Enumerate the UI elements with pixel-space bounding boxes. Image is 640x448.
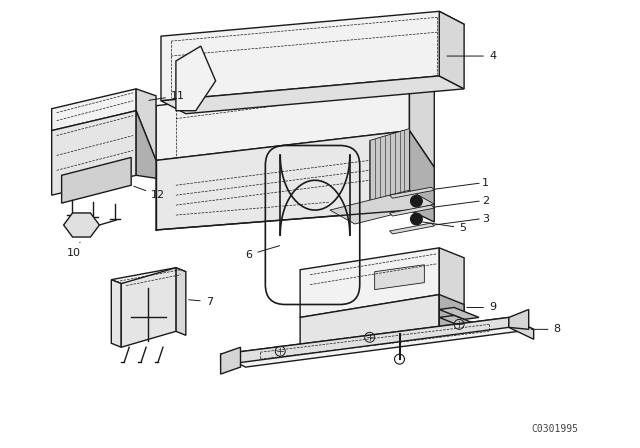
- Text: 4: 4: [447, 51, 496, 61]
- Polygon shape: [410, 76, 435, 168]
- Text: 10: 10: [67, 242, 81, 258]
- Polygon shape: [330, 190, 435, 224]
- Polygon shape: [410, 130, 435, 222]
- Polygon shape: [509, 310, 529, 329]
- Text: 1: 1: [482, 178, 489, 188]
- Polygon shape: [156, 76, 410, 160]
- Text: 7: 7: [189, 297, 213, 306]
- Text: 6: 6: [246, 246, 280, 260]
- Polygon shape: [111, 268, 186, 284]
- Polygon shape: [63, 213, 99, 237]
- Text: 8: 8: [531, 324, 561, 334]
- Polygon shape: [136, 89, 156, 160]
- Polygon shape: [221, 318, 509, 365]
- Polygon shape: [390, 205, 435, 216]
- Polygon shape: [300, 248, 439, 318]
- Text: 9: 9: [467, 302, 496, 312]
- Polygon shape: [374, 265, 424, 289]
- Polygon shape: [370, 129, 410, 218]
- Polygon shape: [176, 46, 216, 111]
- Text: 12: 12: [134, 186, 165, 200]
- Text: 11: 11: [149, 91, 185, 101]
- Polygon shape: [439, 248, 464, 337]
- Polygon shape: [161, 11, 464, 101]
- Polygon shape: [221, 347, 241, 374]
- Polygon shape: [61, 157, 131, 203]
- Text: 5: 5: [412, 220, 466, 233]
- Polygon shape: [439, 307, 479, 319]
- Polygon shape: [439, 294, 464, 337]
- Circle shape: [410, 195, 422, 207]
- Polygon shape: [156, 130, 410, 230]
- Text: 3: 3: [482, 214, 489, 224]
- Text: C0301995: C0301995: [531, 424, 579, 434]
- Polygon shape: [439, 315, 479, 327]
- Polygon shape: [176, 268, 186, 335]
- Polygon shape: [52, 111, 136, 195]
- Polygon shape: [509, 318, 534, 339]
- Circle shape: [410, 213, 422, 225]
- Text: 2: 2: [482, 196, 489, 206]
- Polygon shape: [300, 294, 439, 352]
- Polygon shape: [390, 223, 435, 234]
- Polygon shape: [439, 11, 464, 89]
- Polygon shape: [136, 111, 156, 178]
- Polygon shape: [161, 76, 464, 114]
- Polygon shape: [111, 280, 121, 347]
- Polygon shape: [52, 89, 136, 130]
- Polygon shape: [390, 187, 435, 198]
- Polygon shape: [221, 318, 534, 367]
- Polygon shape: [121, 268, 176, 347]
